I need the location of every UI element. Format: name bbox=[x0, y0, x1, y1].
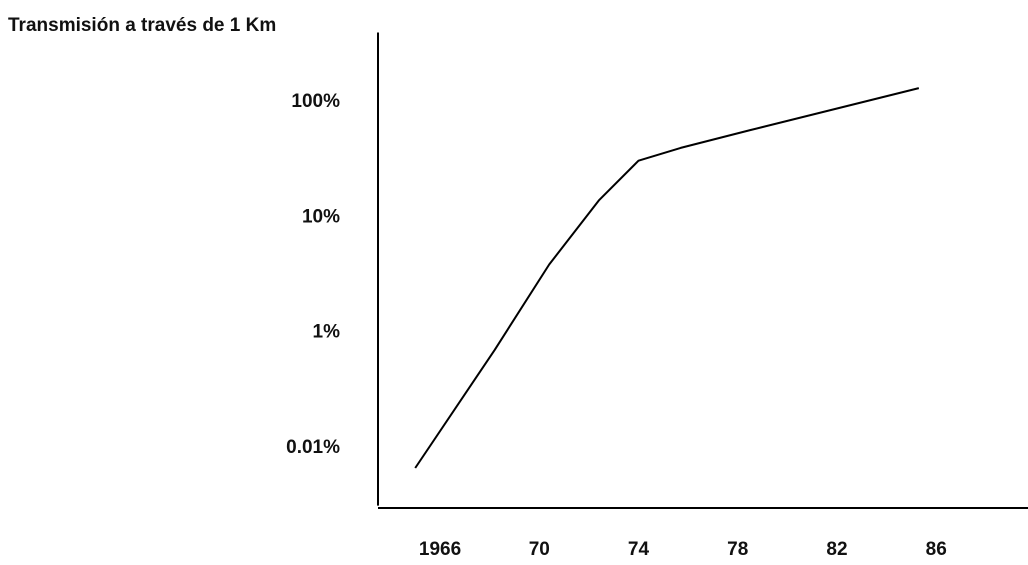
y-tick-label: 0.01% bbox=[286, 437, 340, 458]
data-line bbox=[414, 87, 920, 469]
chart-title: Transmisión a través de 1 Km bbox=[8, 15, 276, 36]
y-tick-label: 100% bbox=[291, 91, 340, 112]
y-tick-label: 1% bbox=[313, 322, 341, 343]
x-tick-label: 86 bbox=[926, 539, 947, 560]
x-tick-label: 74 bbox=[628, 539, 650, 560]
x-tick-label: 70 bbox=[529, 539, 550, 560]
x-tick-label: 1966 bbox=[419, 539, 461, 560]
x-tick-label: 78 bbox=[727, 539, 748, 560]
x-tick-label: 82 bbox=[826, 539, 847, 560]
y-tick-label: 10% bbox=[302, 206, 340, 227]
